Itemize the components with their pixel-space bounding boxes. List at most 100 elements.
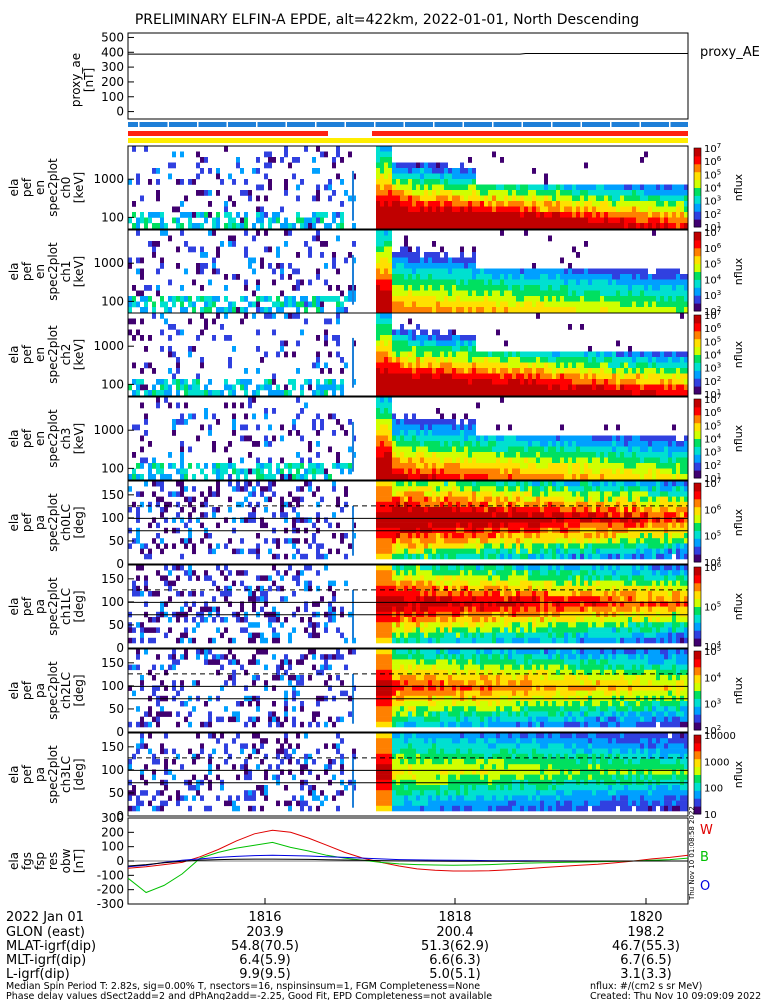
spec-cell — [452, 533, 456, 539]
spec-cell — [316, 357, 320, 363]
spec-cell — [340, 212, 344, 218]
spec-cell — [424, 496, 428, 503]
spec-cell — [392, 268, 396, 275]
spec-cell — [212, 318, 216, 325]
spec-cell — [396, 553, 400, 560]
spec-cell — [500, 290, 504, 297]
spec-cell — [516, 468, 520, 475]
spec-cell — [392, 538, 396, 544]
spec-cell — [636, 373, 640, 380]
spec-cell — [180, 463, 184, 469]
spec-cell — [480, 507, 484, 513]
spec-cell — [384, 397, 388, 403]
spec-cell — [468, 263, 472, 269]
spec-cell — [260, 223, 264, 229]
colorbar-tick-exponent: 6 — [717, 242, 722, 250]
spec-cell — [524, 452, 528, 458]
spec-cell — [528, 457, 532, 464]
spec-cell — [540, 301, 544, 308]
spec-cell — [428, 274, 432, 280]
spec-cell — [468, 212, 472, 218]
spec-cell — [540, 290, 544, 297]
spec-cell — [512, 491, 516, 497]
spec-cell — [144, 384, 148, 391]
spec-cell — [520, 452, 524, 458]
spec-cell — [432, 507, 436, 513]
spec-cell — [416, 206, 420, 213]
spec-cell — [416, 362, 420, 369]
spec-cell — [680, 368, 684, 374]
spec-cell — [580, 435, 584, 442]
spec-cell — [384, 522, 388, 529]
spec-cell — [484, 538, 488, 544]
spec-cell — [684, 362, 688, 369]
spec-cell — [292, 419, 296, 425]
spec-cell — [604, 474, 608, 480]
spec-cell — [404, 241, 408, 247]
spec-cell — [480, 351, 484, 358]
spec-cell — [536, 481, 540, 487]
spec-cell — [556, 486, 560, 492]
spec-cell — [192, 507, 196, 513]
spec-cell — [652, 457, 656, 464]
spec-cell — [412, 441, 416, 447]
spec-cell — [496, 351, 500, 358]
spec-cell — [184, 390, 188, 396]
spec-cell — [548, 481, 552, 487]
spec-cell — [308, 246, 312, 253]
spec-cell — [348, 290, 352, 297]
spec-cell — [436, 379, 440, 385]
spec-cell — [508, 435, 512, 442]
spec-cell — [568, 184, 572, 191]
spec-cell — [156, 179, 160, 185]
spec-cell — [420, 351, 424, 358]
spec-cell — [552, 481, 556, 487]
spec-cell — [380, 452, 384, 458]
spec-cell — [328, 184, 332, 191]
spec-cell — [272, 301, 276, 308]
spec-cell — [404, 206, 408, 213]
spec-cell — [276, 351, 280, 358]
spec-cell — [664, 446, 668, 453]
spec-cell — [288, 296, 292, 302]
spec-cell — [584, 290, 588, 297]
spec-cell — [484, 195, 488, 202]
spec-cell — [440, 413, 444, 420]
spec-cell — [596, 301, 600, 308]
spec-cell — [456, 538, 460, 544]
spec-cell — [392, 257, 396, 264]
spec-cell — [392, 384, 396, 391]
spec-cell — [464, 206, 468, 213]
spec-cell — [496, 307, 500, 313]
spec-cell — [496, 362, 500, 369]
spec-cell — [424, 340, 428, 347]
spec-cell — [436, 268, 440, 275]
spec-cell — [440, 452, 444, 458]
spec-cell — [540, 522, 544, 529]
spec-cell — [604, 268, 608, 275]
spec-cell — [528, 538, 532, 544]
spec-cell — [348, 468, 352, 475]
spec-cell — [328, 384, 332, 391]
spec-cell — [636, 184, 640, 191]
spec-cell — [448, 206, 452, 213]
spec-cell — [464, 463, 468, 469]
spec-cell — [664, 279, 668, 286]
spec-cell — [476, 290, 480, 297]
spec-cell — [404, 413, 408, 420]
spec-cell — [388, 206, 392, 213]
spec-cell — [500, 512, 504, 518]
spec-cell — [144, 146, 148, 152]
spec-cell — [172, 463, 176, 469]
spec-cell — [488, 474, 492, 480]
spec-cell — [448, 301, 452, 308]
spec-cell — [524, 538, 528, 544]
spec-cell — [464, 446, 468, 453]
spec-cell — [468, 351, 472, 358]
spec-cell — [668, 212, 672, 218]
spec-cell — [396, 162, 400, 169]
spec-cell — [248, 263, 252, 269]
spec-cell — [292, 496, 296, 503]
spec-cell — [600, 368, 604, 374]
spec-cell — [640, 201, 644, 207]
